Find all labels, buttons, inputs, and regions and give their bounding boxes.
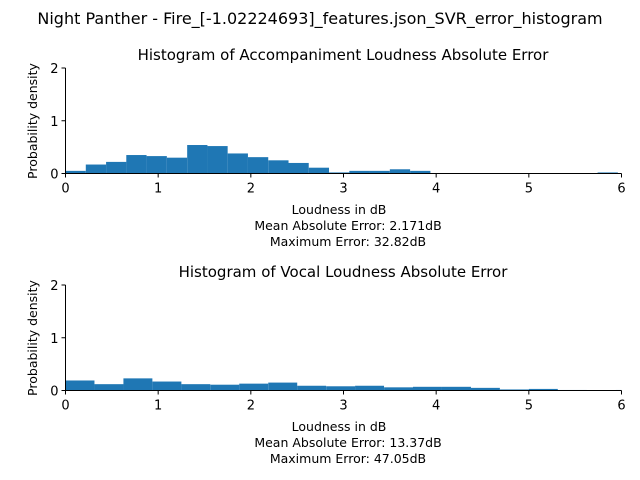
vocal-bar <box>326 386 356 391</box>
vocal-mean-error: Mean Absolute Error: 13.37dB <box>254 435 441 450</box>
accompaniment-bar <box>597 172 618 174</box>
accompaniment-bar <box>146 156 167 174</box>
accompaniment-y-tick-label: 1 <box>50 115 58 130</box>
vocal-x-tick-label: 4 <box>432 399 440 414</box>
vocal-x-tick-label: 2 <box>247 399 255 414</box>
accompaniment-y-ticks: 0 1 2 <box>50 62 66 183</box>
vocal-max-error: Maximum Error: 47.05dB <box>270 451 426 466</box>
accompaniment-bar <box>268 160 289 174</box>
vocal-bar <box>152 381 182 391</box>
accompaniment-axes-frame <box>65 68 622 174</box>
vocal-y-ticks: 0 1 2 <box>50 279 66 400</box>
accompaniment-x-tick-label: 3 <box>339 182 347 197</box>
vocal-bars <box>65 378 622 391</box>
vocal-axes-frame <box>65 285 622 391</box>
vocal-bar <box>65 380 95 391</box>
accompaniment-x-tick-label: 6 <box>617 182 625 197</box>
accompaniment-bar <box>85 164 107 174</box>
vocal-x-axis-label: Loudness in dB <box>292 419 387 434</box>
accompaniment-y-axis-label: Probability density <box>25 62 40 178</box>
accompaniment-bar <box>187 145 208 174</box>
vocal-bar <box>384 387 414 391</box>
vocal-x-tick-label: 5 <box>525 399 533 414</box>
accompaniment-bar <box>288 162 309 174</box>
vocal-bar <box>210 384 240 391</box>
vocal-histogram-panel: Histogram of Vocal Loudness Absolute Err… <box>25 263 626 466</box>
accompaniment-x-tick-label: 4 <box>432 182 440 197</box>
vocal-bar <box>470 387 500 391</box>
vocal-histogram-title: Histogram of Vocal Loudness Absolute Err… <box>179 263 509 281</box>
accompaniment-histogram-title: Histogram of Accompaniment Loudness Abso… <box>138 46 550 64</box>
vocal-bar <box>239 383 269 391</box>
vocal-bar <box>442 386 471 391</box>
vocal-bar <box>123 378 153 391</box>
accompaniment-x-tick-label: 1 <box>154 182 162 197</box>
vocal-bar <box>181 384 211 391</box>
accompaniment-bar <box>308 167 330 174</box>
figure-title: Night Panther - Fire_[-1.02224693]_featu… <box>37 9 602 29</box>
accompaniment-bar <box>207 146 228 174</box>
accompaniment-y-tick-label: 0 <box>50 168 58 183</box>
vocal-x-tick-label: 1 <box>154 399 162 414</box>
vocal-x-ticks: 0 1 2 3 4 5 6 <box>61 390 626 414</box>
accompaniment-bar <box>65 170 86 174</box>
accompaniment-bar <box>329 172 350 174</box>
vocal-y-tick-label: 2 <box>50 279 58 294</box>
vocal-x-tick-label: 3 <box>339 399 347 414</box>
vocal-bar <box>268 382 298 391</box>
accompaniment-bar <box>389 169 411 174</box>
vocal-x-tick-label: 6 <box>617 399 625 414</box>
accompaniment-x-tick-label: 2 <box>247 182 255 197</box>
vocal-y-tick-label: 1 <box>50 332 58 347</box>
vocal-x-tick-label: 0 <box>61 399 69 414</box>
accompaniment-x-tick-label: 0 <box>61 182 69 197</box>
vocal-bar <box>94 384 124 391</box>
accompaniment-y-tick-label: 2 <box>50 62 58 77</box>
accompaniment-bar <box>166 157 188 174</box>
accompaniment-bar <box>349 170 370 174</box>
vocal-bar <box>297 385 327 391</box>
vocal-y-tick-label: 0 <box>50 385 58 400</box>
accompaniment-max-error: Maximum Error: 32.82dB <box>270 234 426 249</box>
accompaniment-x-tick-label: 5 <box>525 182 533 197</box>
accompaniment-bar <box>410 170 431 174</box>
accompaniment-bar <box>106 161 127 174</box>
accompaniment-x-ticks: 0 1 2 3 4 5 6 <box>61 173 626 197</box>
accompaniment-x-axis-label: Loudness in dB <box>292 202 387 217</box>
accompaniment-bars <box>65 145 618 174</box>
accompaniment-bar <box>126 155 147 174</box>
vocal-bar <box>499 389 529 391</box>
vocal-bar <box>413 386 442 391</box>
vocal-bar <box>355 385 385 391</box>
accompaniment-bar <box>369 170 390 174</box>
accompaniment-mean-error: Mean Absolute Error: 2.171dB <box>254 218 441 233</box>
accompaniment-histogram-panel: Histogram of Accompaniment Loudness Abso… <box>25 46 626 249</box>
accompaniment-bar <box>247 157 269 174</box>
accompaniment-bar <box>227 153 248 174</box>
vocal-y-axis-label: Probability density <box>25 279 40 395</box>
vocal-bar <box>528 388 558 391</box>
